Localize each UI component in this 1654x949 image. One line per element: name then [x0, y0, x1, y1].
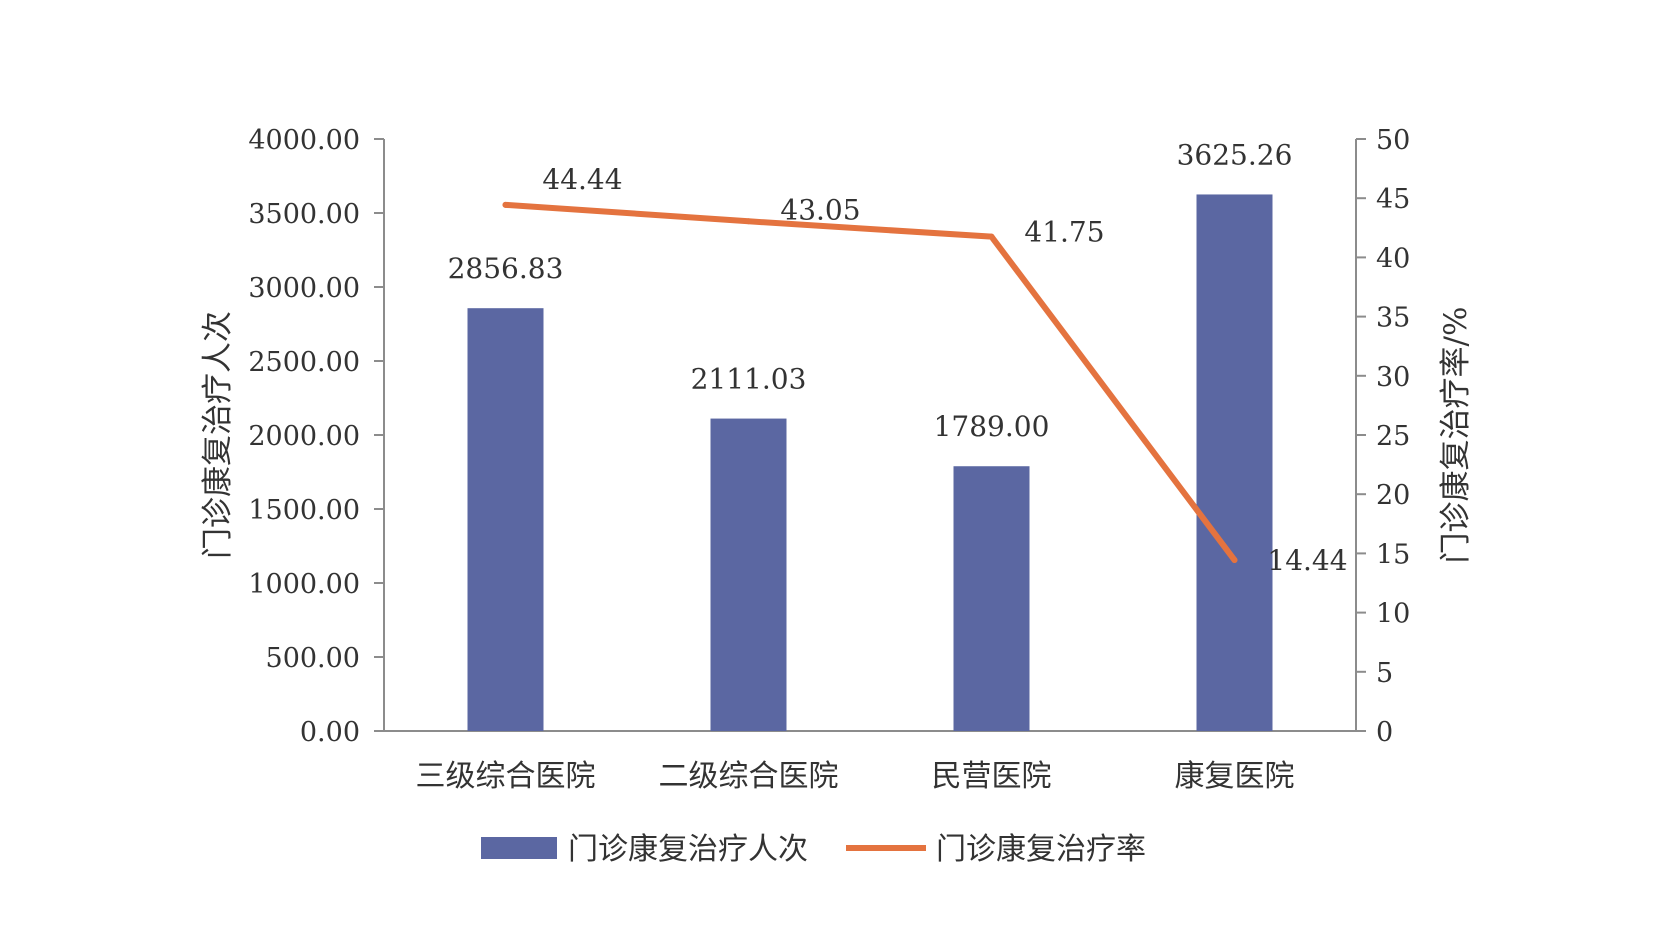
x-tick-label: 二级综合医院 — [659, 759, 839, 794]
bar — [1196, 194, 1273, 731]
y-right-tick-label: 25 — [1376, 421, 1410, 452]
bar-data-label: 2111.03 — [691, 363, 807, 396]
legend-label-line: 门诊康复治疗率 — [936, 832, 1146, 867]
line-point — [502, 201, 509, 208]
line-point — [745, 218, 752, 225]
y-right-tick-label: 0 — [1376, 717, 1393, 748]
y-axis-left-title: 门诊康复治疗人次 — [200, 311, 236, 559]
legend-swatch-bar — [481, 837, 557, 859]
line-point — [1231, 557, 1238, 564]
y-left-tick-label: 4000.00 — [248, 125, 360, 156]
x-tick-label: 康复医院 — [1175, 759, 1295, 794]
line-layer — [502, 201, 1238, 564]
bar-data-label: 2856.83 — [448, 252, 564, 285]
bar — [710, 418, 787, 731]
line-data-label: 43.05 — [780, 193, 860, 226]
y-left-tick-label: 1500.00 — [248, 495, 360, 526]
legend-label-bar: 门诊康复治疗人次 — [568, 832, 808, 867]
line-point — [988, 233, 995, 240]
bar-data-label: 3625.26 — [1177, 138, 1293, 171]
legend: 门诊康复治疗人次 门诊康复治疗率 — [481, 832, 1146, 867]
y-axis-right-title: 门诊康复治疗率/% — [1438, 307, 1474, 564]
bar — [467, 308, 544, 731]
x-tick-label: 三级综合医院 — [416, 759, 596, 794]
y-left-tick-label: 3000.00 — [248, 273, 360, 304]
bar — [953, 466, 1030, 731]
y-right-tick-label: 5 — [1376, 658, 1393, 689]
y-left-tick-label: 1000.00 — [248, 569, 360, 600]
y-right-tick-label: 45 — [1376, 184, 1410, 215]
y-right-tick-label: 50 — [1376, 125, 1410, 156]
y-right-tick-label: 10 — [1376, 599, 1410, 630]
y-right-tick-label: 30 — [1376, 362, 1410, 393]
line-series-path — [502, 201, 1238, 564]
y-left-tick-label: 0.00 — [300, 717, 360, 748]
y-right-tick-label: 40 — [1376, 243, 1410, 274]
y-right-tick-label: 35 — [1376, 303, 1410, 334]
x-tick-label: 民营医院 — [932, 759, 1052, 794]
y-right-tick-label: 15 — [1376, 539, 1410, 570]
labels-layer: 2856.83 2111.03 1789.00 3625.26 44.44 43.05 41… — [448, 138, 1348, 577]
y-left-tick-label: 2000.00 — [248, 421, 360, 452]
y-left-tick-label: 2500.00 — [248, 347, 360, 378]
line-data-label: 41.75 — [1024, 216, 1104, 249]
y-left-tick-label: 3500.00 — [248, 199, 360, 230]
y-left-tick-label: 500.00 — [266, 643, 360, 674]
axes-layer: 0.00 500.00 1000.00 1500.00 2000.00 2500.00 30… — [248, 125, 1410, 794]
y-right-tick-label: 20 — [1376, 480, 1410, 511]
line-data-label: 44.44 — [542, 163, 622, 196]
bars-layer — [467, 194, 1273, 731]
bar-data-label: 1789.00 — [934, 410, 1050, 443]
line-data-label: 14.44 — [1267, 544, 1347, 577]
